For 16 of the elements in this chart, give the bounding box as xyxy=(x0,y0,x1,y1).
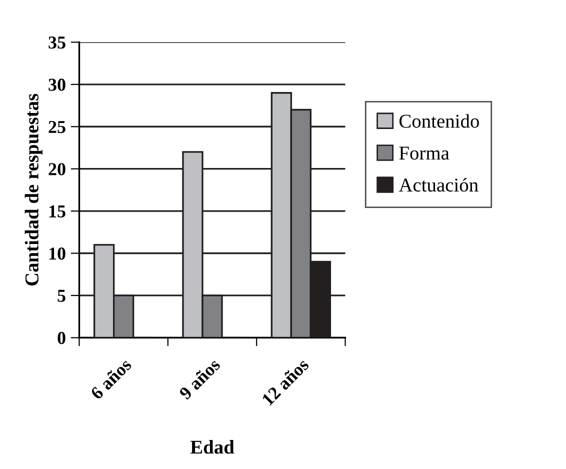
legend-label: Forma xyxy=(399,146,450,160)
x-tick-label: 6 años xyxy=(90,357,132,400)
x-tick-label: 9 años xyxy=(178,357,221,400)
y-tick-label: 25 xyxy=(48,120,66,134)
y-axis-title: Cantidad de respuestas xyxy=(24,94,42,286)
y-tick-label: 0 xyxy=(58,332,66,344)
y-tick-label: 20 xyxy=(48,163,66,176)
y-tick-label: 15 xyxy=(49,205,66,218)
y-tick-label: 30 xyxy=(48,78,66,91)
x-tick-label: 12 años xyxy=(261,357,310,406)
legend-label: Actuación xyxy=(398,178,478,192)
x-axis-title: Edad xyxy=(190,440,234,454)
y-tick-label: 10 xyxy=(49,248,66,260)
y-tick-label: 35 xyxy=(48,36,66,49)
y-tick-label: 5 xyxy=(58,290,66,302)
legend-label: Contenido xyxy=(399,114,479,128)
